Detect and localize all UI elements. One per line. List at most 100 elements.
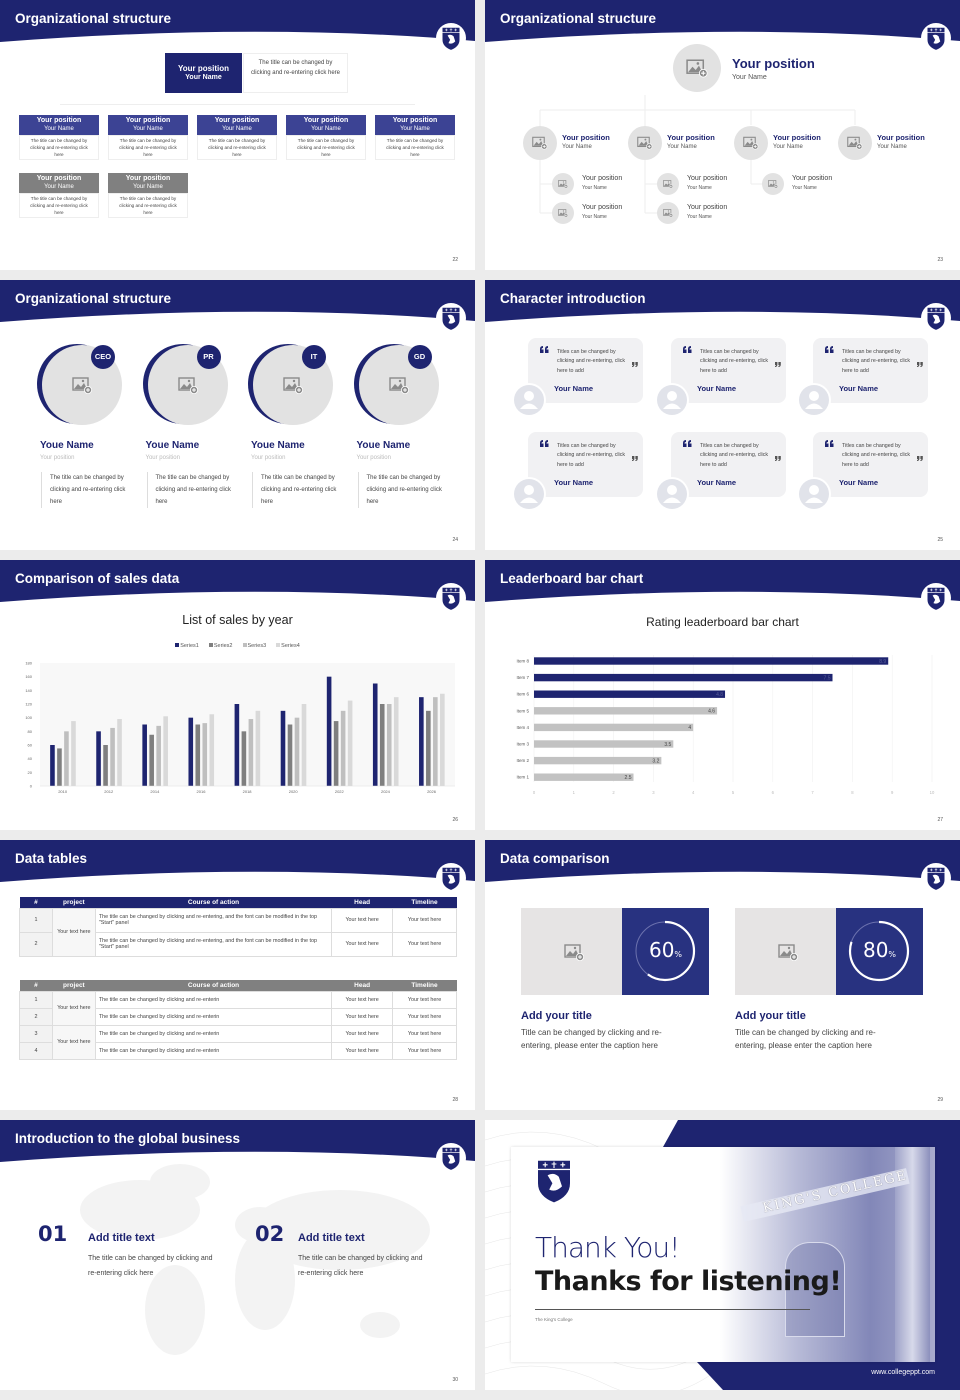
header-shape <box>0 0 475 42</box>
action-cell[interactable]: The title can be changed by clicking and… <box>94 990 333 1009</box>
bar-series4-2020 <box>301 704 307 786</box>
position-label: Your position <box>36 117 82 124</box>
quote-glyph <box>775 456 781 461</box>
org-box-header: Your position Your Name <box>19 173 99 193</box>
frame <box>663 180 672 187</box>
member-name: Youe Name <box>251 440 305 451</box>
shield-logo <box>538 1160 570 1203</box>
timeline-cell[interactable]: Your text here <box>392 1024 457 1043</box>
x-tick-label: 10 <box>930 790 935 795</box>
row-number: 3 <box>19 1024 53 1043</box>
bar-series1-2026 <box>419 697 424 786</box>
page-number: 25 <box>937 537 943 543</box>
timeline-cell[interactable]: Your text here <box>392 990 457 1009</box>
header-shape <box>485 0 960 42</box>
timeline-cell[interactable]: Your text here <box>392 931 457 957</box>
action-cell[interactable]: The title can be changed by clicking and… <box>94 907 333 933</box>
header-shape <box>485 560 960 602</box>
column-header: Course of action <box>187 898 240 906</box>
head-cell[interactable]: Your text here <box>331 990 394 1009</box>
table-row: 2 The title can be changed by clicking an… <box>19 1007 457 1026</box>
percent-value: 60% <box>622 938 709 962</box>
legend-swatch <box>175 643 180 647</box>
shield-band <box>442 1152 460 1153</box>
college-logo <box>921 583 951 613</box>
x-tick-label: 4 <box>692 790 695 795</box>
y-tick-label: 20 <box>28 770 33 775</box>
org-box-header: Your position Your Name <box>375 115 455 135</box>
x-tick-label: 2018 <box>243 789 253 794</box>
item-body: The title can be changed by clicking and… <box>88 1255 213 1277</box>
head-cell[interactable]: Your text here <box>331 931 394 957</box>
legend-item: Series4 <box>276 643 300 649</box>
college-logo <box>921 863 951 893</box>
card-name: Your Name <box>839 478 879 487</box>
table-row: 4 The title can be changed by clicking an… <box>19 1041 457 1060</box>
category-label: Item 5 <box>516 708 529 713</box>
y-tick-label: 60 <box>28 743 33 748</box>
frame <box>72 377 89 391</box>
category-label: Item 7 <box>516 675 529 680</box>
person-head-icon <box>524 485 534 495</box>
action-cell[interactable]: The title can be changed by clicking and… <box>94 931 333 957</box>
bar-series1-2012 <box>96 731 101 786</box>
header-band <box>0 0 475 42</box>
action-cell[interactable]: The title can be changed by clicking and… <box>94 1041 333 1060</box>
close-quote-icon <box>917 456 923 461</box>
person-head-icon <box>667 391 677 401</box>
ring-progress <box>848 920 910 982</box>
head-cell[interactable]: Your text here <box>331 907 394 933</box>
x-tick-label: 7 <box>811 790 814 795</box>
photo-circle <box>838 126 872 160</box>
bar-series1-2010 <box>50 745 55 786</box>
member-position: Your position <box>40 455 75 461</box>
legend-swatch <box>208 643 213 647</box>
legend-item: Series1 <box>175 643 199 649</box>
column-header: # <box>34 981 38 989</box>
college-logo <box>436 863 466 893</box>
action-cell[interactable]: The title can be changed by clicking and… <box>94 1024 333 1043</box>
avatar <box>512 383 546 417</box>
lion-icon <box>447 314 456 324</box>
timeline-cell[interactable]: Your text here <box>392 907 457 933</box>
page-number: 28 <box>452 1097 458 1103</box>
value-label: 4.8 <box>716 692 723 698</box>
slide-22: Organizational structure 22 Your position Y… <box>0 0 475 270</box>
mountain <box>638 141 649 147</box>
head-cell[interactable]: Your text here <box>331 1041 394 1060</box>
page-number: 22 <box>452 257 458 263</box>
quote-glyph <box>540 440 549 447</box>
name-label: Your Name <box>44 126 74 132</box>
shield-crosses-icon <box>930 588 942 592</box>
position-label: Your position <box>582 204 623 211</box>
photo-circle <box>657 202 679 224</box>
sun <box>187 379 190 383</box>
frame <box>177 377 195 391</box>
slide-29: Data comparison 29 60% Add your title Title … <box>485 840 960 1110</box>
plus <box>701 71 706 76</box>
timeline-cell[interactable]: Your text here <box>392 1041 457 1060</box>
image-placeholder-icon <box>663 209 673 218</box>
person-head-icon <box>524 391 534 401</box>
quote-text: Titles can be changed by clicking and re… <box>557 349 626 374</box>
photo-circle <box>673 44 721 92</box>
x-tick-label: 8 <box>851 790 854 795</box>
action-cell[interactable]: The title can be changed by clicking and… <box>94 1007 333 1026</box>
slide-25: Character introduction 25 Titles can be ch… <box>485 280 960 550</box>
timeline-cell[interactable]: Your text here <box>392 1007 457 1026</box>
head-cell[interactable]: Your text here <box>331 1007 394 1026</box>
bar-series3-2012 <box>110 727 115 786</box>
item-number: 02 <box>255 1222 285 1246</box>
percent-unit: % <box>674 950 683 959</box>
head-cell[interactable]: Your text here <box>331 1024 394 1043</box>
member-description: The title can be changed by clicking and… <box>357 472 443 508</box>
close-quote-icon <box>917 362 923 367</box>
bar-series4-2018 <box>255 710 261 786</box>
continent-shape <box>250 1190 430 1270</box>
org-box-header: Your position Your Name <box>286 115 366 135</box>
person-body-icon <box>805 497 823 503</box>
quote-text: Titles can be changed by clicking and re… <box>842 349 911 374</box>
x-tick-label: 6 <box>772 790 775 795</box>
image-placeholder-icon <box>532 137 548 150</box>
college-logo <box>436 1143 466 1173</box>
